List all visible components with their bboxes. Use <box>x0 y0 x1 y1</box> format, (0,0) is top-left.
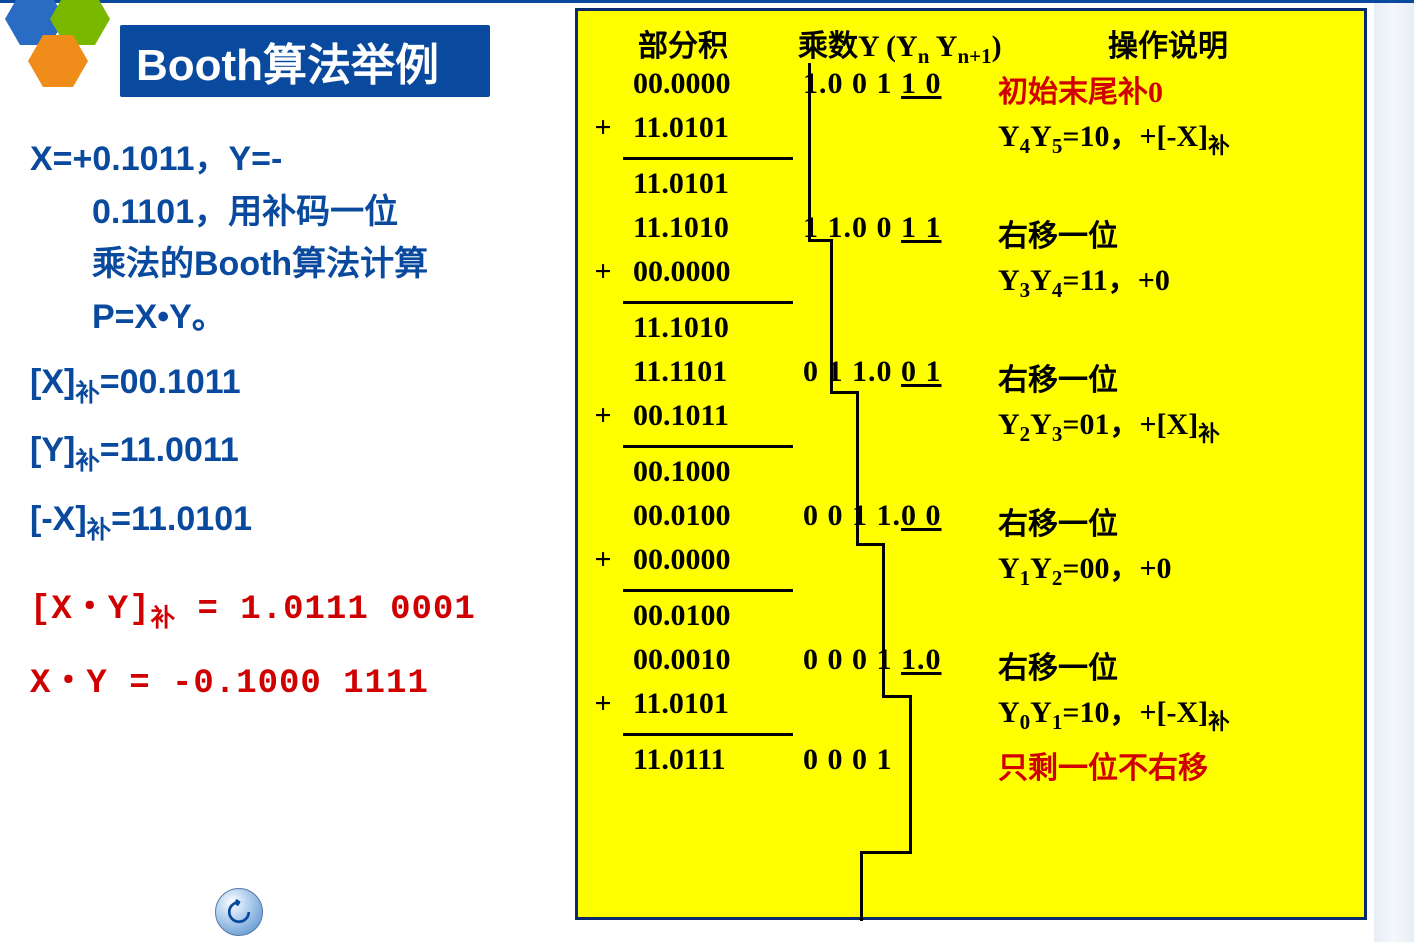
operation-desc: 右移一位 <box>998 211 1358 255</box>
header-operation: 操作说明 <box>1108 21 1228 65</box>
stair-vseg <box>830 239 833 391</box>
operation-desc: 右移一位 <box>998 355 1358 399</box>
nav-back-button[interactable] <box>215 888 263 936</box>
result-complement: [X・Y]补 = 1.0111 0001 <box>30 584 570 640</box>
stair-vseg <box>856 391 859 543</box>
slide-title: Booth算法举例 <box>120 25 490 97</box>
sum-rule <box>623 589 793 592</box>
calc-row: 00.0100 0 0 1 1.0 0 右移一位 <box>578 499 1364 543</box>
stair-vseg <box>808 63 811 239</box>
plus-sign: + <box>588 687 618 721</box>
operation-desc: Y3Y4=11，+0 <box>998 255 1358 303</box>
plus-sign: + <box>588 255 618 289</box>
partial-product: 11.0111 <box>633 743 783 777</box>
calc-row: 00.0100 <box>578 599 1364 643</box>
operation-desc: Y2Y3=01，+[X]补 <box>998 399 1358 448</box>
hex-decoration <box>0 0 130 123</box>
plus-sign: + <box>588 399 618 433</box>
problem-line3: 乘法的Booth算法计算 <box>30 238 570 291</box>
multiplier-bits: 0 0 0 1 1.0 <box>803 643 983 677</box>
stair-hseg <box>882 695 912 698</box>
plus-sign: + <box>588 543 618 577</box>
calc-row: +11.0101Y0Y1=10，+[-X]补 <box>578 687 1364 731</box>
calc-row: 11.0111 0 0 0 1 只剩一位不右移 <box>578 743 1364 787</box>
calc-row: 11.11010 1 1.0 0 1右移一位 <box>578 355 1364 399</box>
sum-rule <box>623 301 793 304</box>
multiplier-bits: 1.0 0 1 1 0 <box>803 67 983 101</box>
problem-line4: P=X•Y。 <box>30 291 570 344</box>
back-arrow-icon <box>226 899 252 925</box>
y-complement: [Y]补=11.0011 <box>30 424 570 481</box>
calc-row: +00.0000Y3Y4=11，+0 <box>578 255 1364 299</box>
calc-row: +00.1011Y2Y3=01，+[X]补 <box>578 399 1364 443</box>
partial-product: 11.1101 <box>633 355 783 389</box>
calc-row: 00.0000 1.0 0 1 1 0 初始末尾补0 <box>578 67 1364 111</box>
problem-line1: X=+0.1011，Y=- <box>30 133 570 186</box>
sum-rule <box>623 733 793 736</box>
stair-hseg <box>860 851 912 854</box>
calc-row: 00.0010 0 0 0 1 1.0 右移一位 <box>578 643 1364 687</box>
partial-product: 11.0101 <box>633 167 783 201</box>
title-text: Booth算法举例 <box>136 29 439 93</box>
stair-hseg <box>830 391 859 394</box>
operation-desc: 只剩一位不右移 <box>998 743 1358 787</box>
calc-row: +00.0000Y1Y2=00，+0 <box>578 543 1364 587</box>
partial-product: 11.1010 <box>633 311 783 345</box>
calc-row: 11.10101 1.0 0 1 1右移一位 <box>578 211 1364 255</box>
partial-product: 00.0000 <box>633 255 783 289</box>
plus-sign: + <box>588 111 618 145</box>
partial-product: 00.0010 <box>633 643 783 677</box>
calculation-box: 部分积 乘数Y (Yn Yn+1) 操作说明 00.0000 1.0 0 1 1 … <box>575 8 1367 920</box>
side-stripe <box>1374 3 1414 942</box>
partial-product: 11.1010 <box>633 211 783 245</box>
partial-product: 00.1000 <box>633 455 783 489</box>
partial-product: 00.0100 <box>633 599 783 633</box>
partial-product: 11.0101 <box>633 687 783 721</box>
operation-desc: 初始末尾补0 <box>998 67 1358 111</box>
operation-desc: 右移一位 <box>998 499 1358 543</box>
partial-product: 00.0100 <box>633 499 783 533</box>
partial-product: 00.1011 <box>633 399 783 433</box>
operation-desc: Y1Y2=00，+0 <box>998 543 1358 591</box>
header-multiplier: 乘数Y (Yn Yn+1) <box>798 21 1002 69</box>
operation-desc: Y4Y5=10，+[-X]补 <box>998 111 1358 160</box>
partial-product: 00.0000 <box>633 543 783 577</box>
calc-row: 11.0101 <box>578 167 1364 211</box>
multiplier-bits: 0 0 1 1.0 0 <box>803 499 983 533</box>
problem-line2: 0.1101，用补码一位 <box>30 186 570 239</box>
calc-row: +11.0101Y4Y5=10，+[-X]补 <box>578 111 1364 155</box>
operation-desc: 右移一位 <box>998 643 1358 687</box>
calc-row: 11.1010 <box>578 311 1364 355</box>
header-partial-product: 部分积 <box>638 21 728 65</box>
calc-row: 00.1000 <box>578 455 1364 499</box>
sum-rule <box>623 445 793 448</box>
stair-vseg <box>860 851 863 921</box>
stair-vseg <box>882 543 885 695</box>
partial-product: 00.0000 <box>633 67 783 101</box>
neg-x-complement: [-X]补=11.0101 <box>30 493 570 550</box>
operation-desc: Y0Y1=10，+[-X]补 <box>998 687 1358 736</box>
partial-product: 11.0101 <box>633 111 783 145</box>
x-complement: [X]补=00.1011 <box>30 356 570 413</box>
sum-rule <box>623 157 793 160</box>
multiplier-bits: 0 0 0 1 <box>803 743 983 777</box>
stair-vseg <box>909 695 912 851</box>
result-value: X・Y = -0.1000 1111 <box>30 658 570 711</box>
left-column: X=+0.1011，Y=- 0.1101，用补码一位 乘法的Booth算法计算 … <box>30 133 570 710</box>
stair-hseg <box>856 543 885 546</box>
